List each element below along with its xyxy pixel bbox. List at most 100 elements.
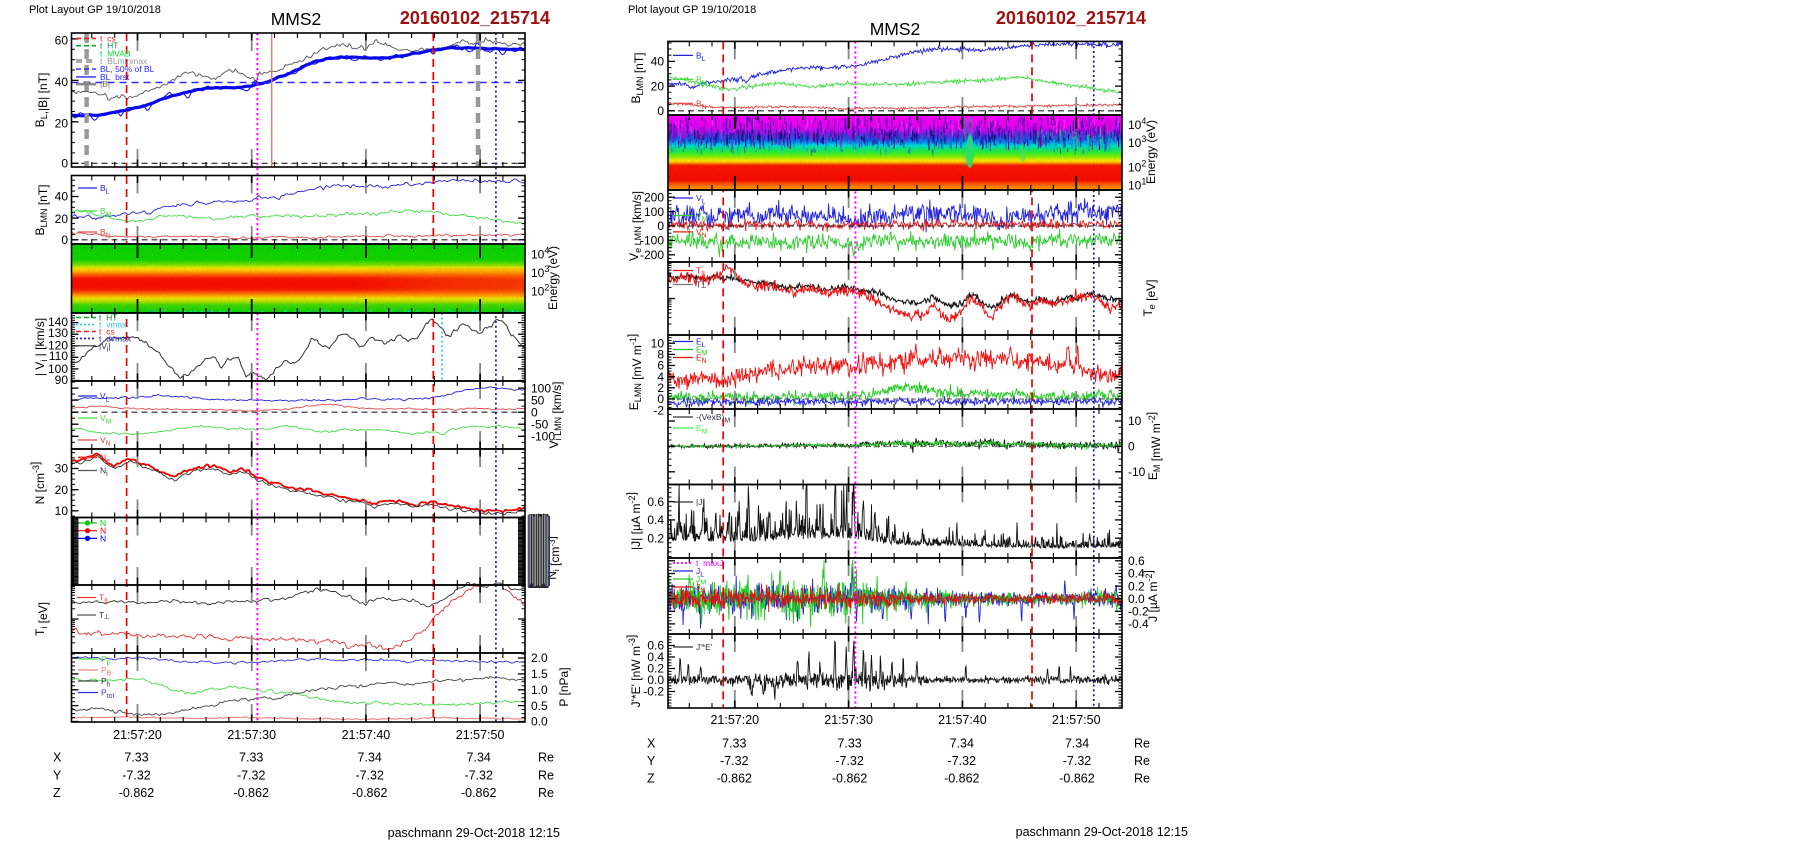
svg-text:1.0: 1.0 <box>531 683 548 697</box>
svg-text:20: 20 <box>651 79 665 93</box>
svg-text:0.6: 0.6 <box>647 495 664 509</box>
svg-text:Ph: Ph <box>101 676 111 688</box>
svg-text:100: 100 <box>644 205 664 219</box>
svg-text:J'*E': J'*E' <box>696 642 713 652</box>
svg-text:7.33: 7.33 <box>124 751 148 765</box>
svg-text:|J| [µA m-2]: |J| [µA m-2] <box>624 492 643 550</box>
svg-text:N: N <box>100 526 106 536</box>
svg-text:-0.2: -0.2 <box>643 685 664 699</box>
svg-text:-0.2: -0.2 <box>1128 605 1149 619</box>
svg-text:120: 120 <box>48 339 68 353</box>
svg-text:4: 4 <box>657 370 664 384</box>
svg-text:20160102_215714: 20160102_215714 <box>996 8 1146 28</box>
svg-text:0.2: 0.2 <box>647 662 664 676</box>
svg-text:0: 0 <box>61 233 68 247</box>
svg-text:T┴: T┴ <box>696 280 706 292</box>
svg-text:-200: -200 <box>640 248 664 262</box>
svg-text:paschmann 29-Oct-2018 12:15: paschmann 29-Oct-2018 12:15 <box>388 826 560 840</box>
svg-text:0.2: 0.2 <box>1128 579 1145 593</box>
svg-text:0: 0 <box>657 219 664 233</box>
svg-text:BL, 50% of BL: BL, 50% of BL <box>100 64 155 74</box>
svg-text:40: 40 <box>55 75 69 89</box>
svg-text:60: 60 <box>55 34 69 48</box>
svg-text:110: 110 <box>49 349 68 363</box>
svg-text:0.0: 0.0 <box>647 673 664 687</box>
svg-text:21:57:40: 21:57:40 <box>938 713 987 727</box>
svg-text:0: 0 <box>531 405 538 419</box>
svg-text:BM: BM <box>696 74 708 86</box>
svg-text:0.0: 0.0 <box>1128 592 1145 606</box>
svg-text:T┴: T┴ <box>99 610 109 622</box>
svg-text:Re: Re <box>1134 754 1150 768</box>
svg-text:EM: EM <box>696 345 708 357</box>
svg-text:Re: Re <box>1134 737 1150 751</box>
svg-text:MMS2: MMS2 <box>870 19 921 39</box>
svg-text:t cs: t cs <box>99 327 115 337</box>
svg-text:-10: -10 <box>1128 465 1146 479</box>
svg-text:-0.862: -0.862 <box>119 786 154 800</box>
svg-text:-7.32: -7.32 <box>835 754 864 768</box>
svg-text:7.33: 7.33 <box>837 737 861 751</box>
svg-text:P [nPa]: P [nPa] <box>557 667 571 706</box>
svg-text:-0.862: -0.862 <box>832 771 867 785</box>
svg-text:VM: VM <box>696 211 708 223</box>
svg-text:2: 2 <box>657 381 664 395</box>
svg-text:Energy (eV): Energy (eV) <box>1144 120 1158 184</box>
svg-text:EN: EN <box>696 353 707 365</box>
svg-text:t HT: t HT <box>99 313 117 323</box>
svg-text:MMS2: MMS2 <box>271 9 322 29</box>
svg-text:21:57:50: 21:57:50 <box>456 728 505 742</box>
svg-text:50: 50 <box>531 393 545 407</box>
svg-text:Ni: Ni <box>100 466 108 478</box>
svg-text:21:57:30: 21:57:30 <box>824 713 873 727</box>
svg-text:Re: Re <box>538 786 554 800</box>
svg-text:JM: JM <box>696 574 706 586</box>
svg-text:Plot layout GP 19/10/2018: Plot layout GP 19/10/2018 <box>628 4 756 16</box>
svg-text:21:57:50: 21:57:50 <box>1052 713 1101 727</box>
svg-text:-0.862: -0.862 <box>944 771 979 785</box>
svg-text:J'*E' [nW m-3]: J'*E' [nW m-3] <box>624 635 643 708</box>
svg-text:-7.32: -7.32 <box>464 768 493 782</box>
svg-text:X: X <box>647 737 656 751</box>
svg-text:Ne: Ne <box>100 452 110 464</box>
svg-text:100: 100 <box>531 381 551 395</box>
svg-text:t BLminmax: t BLminmax <box>100 56 148 66</box>
svg-text:90: 90 <box>55 373 69 387</box>
svg-text:Energy (eV): Energy (eV) <box>546 246 560 310</box>
svg-text:40: 40 <box>651 55 665 69</box>
svg-text:| Vi | [km/s]: | Vi | [km/s] <box>33 318 49 376</box>
svg-text:VN: VN <box>100 435 111 447</box>
svg-text:21:57:20: 21:57:20 <box>710 713 759 727</box>
svg-text:PB: PB <box>101 665 112 677</box>
svg-text:BM: BM <box>100 206 112 218</box>
svg-text:-0.4: -0.4 <box>1128 617 1149 631</box>
svg-text:Re: Re <box>538 768 554 782</box>
svg-text:20: 20 <box>55 483 69 497</box>
svg-text:0.0: 0.0 <box>531 715 548 729</box>
svg-text:Re: Re <box>1134 771 1150 785</box>
svg-text:200: 200 <box>644 190 664 204</box>
svg-text:-(VexB)M: -(VexB)M <box>696 412 730 425</box>
svg-text:Pp: Pp <box>101 654 111 666</box>
svg-text:7.33: 7.33 <box>722 737 746 751</box>
svg-text:0: 0 <box>1128 440 1135 454</box>
svg-text:-0.862: -0.862 <box>352 786 387 800</box>
svg-text:0.4: 0.4 <box>647 650 664 664</box>
svg-text:0.2: 0.2 <box>647 531 664 545</box>
svg-text:Re: Re <box>538 751 554 765</box>
svg-text:10: 10 <box>1128 414 1142 428</box>
svg-text:EL: EL <box>696 337 706 349</box>
svg-text:10: 10 <box>651 336 665 350</box>
svg-text:20: 20 <box>55 212 69 226</box>
svg-text:130: 130 <box>48 326 68 340</box>
svg-text:20160102_215714: 20160102_215714 <box>400 8 550 28</box>
svg-text:t HT: t HT <box>100 41 118 51</box>
svg-text:Ti [eV]: Ti [eV] <box>33 602 50 636</box>
svg-text:-7.32: -7.32 <box>948 754 977 768</box>
svg-text:100: 100 <box>48 362 68 376</box>
svg-text:-100: -100 <box>531 430 555 444</box>
svg-text:-7.32: -7.32 <box>1063 754 1092 768</box>
svg-text:Z: Z <box>647 771 655 785</box>
svg-text:-0.862: -0.862 <box>1059 771 1094 785</box>
svg-text:BL: BL <box>100 183 110 195</box>
